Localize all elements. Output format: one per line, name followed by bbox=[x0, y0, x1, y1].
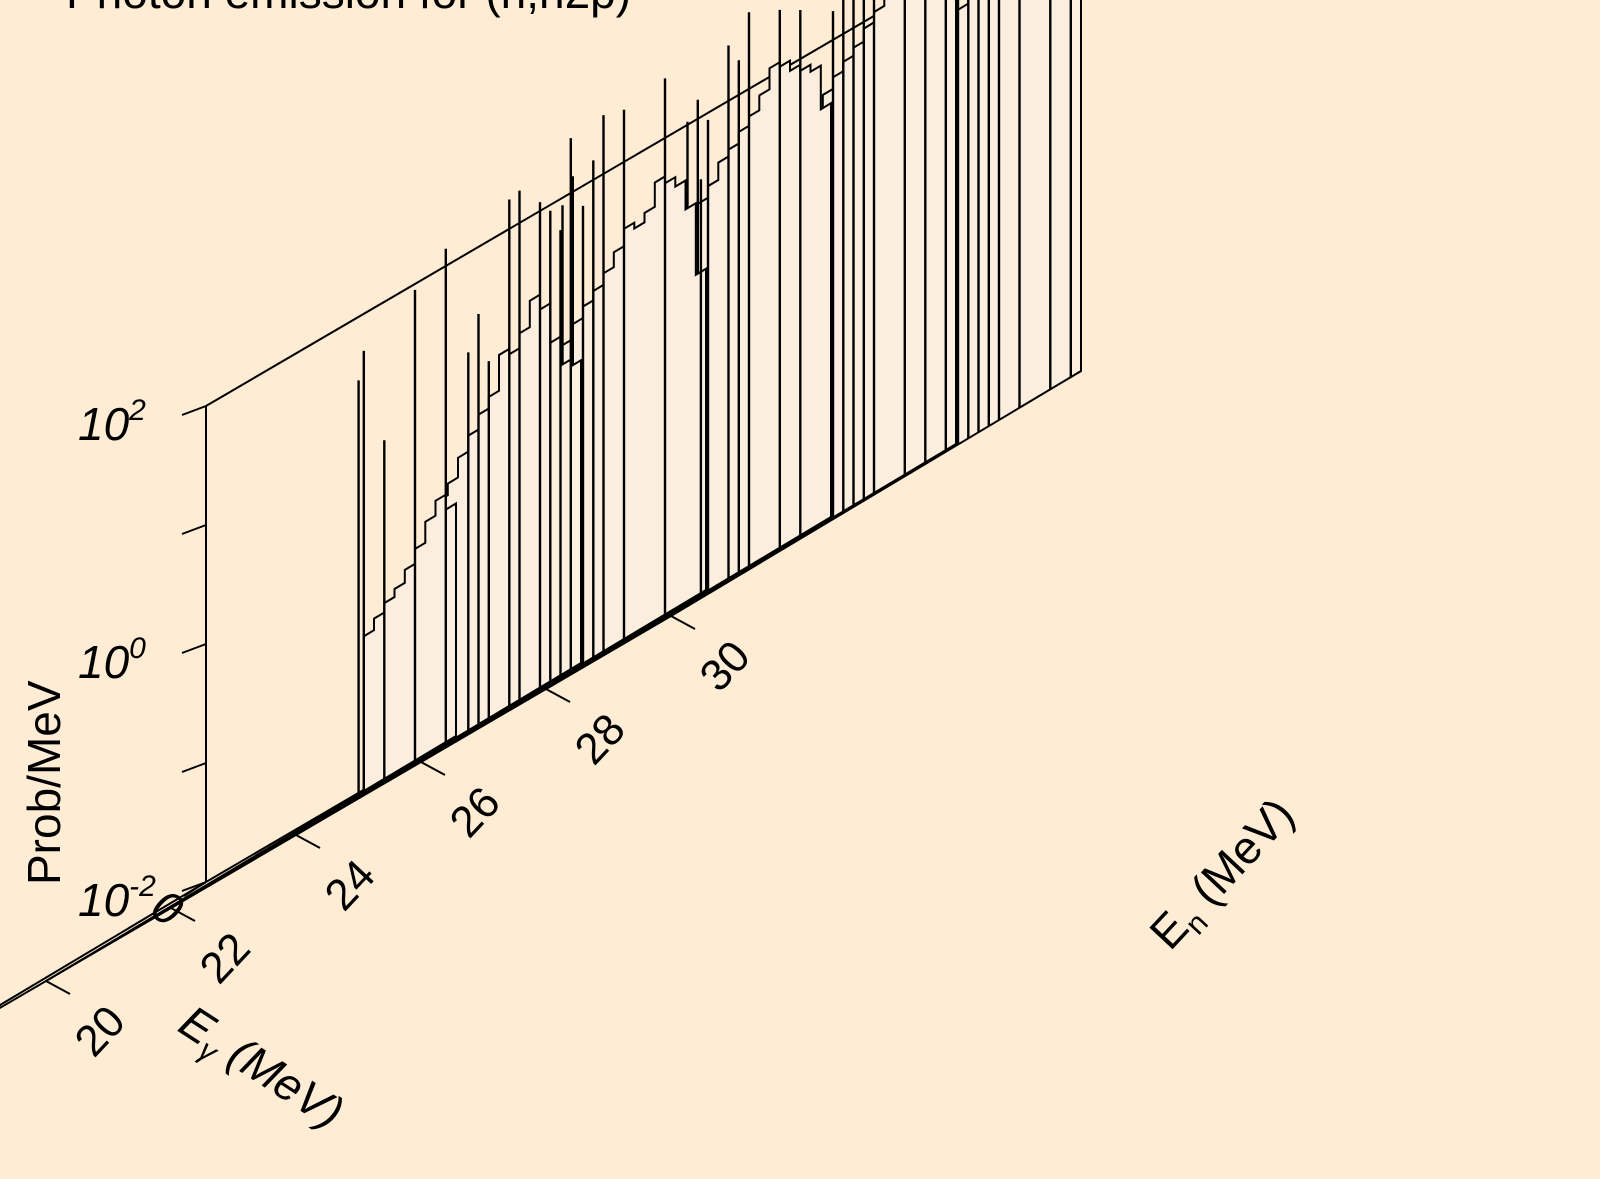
z-axis-label: Prob/MeV bbox=[18, 680, 70, 885]
y-axis-label: En (MeV) bbox=[1139, 788, 1309, 964]
z-minor-tick-mark bbox=[181, 524, 207, 535]
z-minor-tick-mark bbox=[181, 762, 207, 773]
y-tick-label: 30 bbox=[690, 632, 759, 701]
chart-title: Photon emission for (n,n2p) bbox=[66, 0, 631, 18]
z-tick-label: 102 bbox=[78, 394, 146, 450]
continuum-en-20 bbox=[45, 492, 457, 982]
z-tick-label: 10-2 bbox=[78, 870, 156, 926]
y-tick-label: 26 bbox=[440, 778, 509, 847]
y-tick-mark bbox=[45, 980, 71, 995]
z-tick-mark bbox=[181, 405, 207, 416]
y-tick-mark bbox=[420, 761, 446, 776]
z-tick-label: 100 bbox=[78, 632, 146, 688]
y-tick-mark bbox=[295, 834, 321, 849]
y-tick-mark bbox=[670, 615, 696, 630]
series-en-22 bbox=[170, 138, 582, 909]
y-tick-label: 20 bbox=[65, 997, 134, 1066]
y-tick-label: 18 bbox=[0, 1070, 10, 1139]
x-axis-label: Eγ (MeV) bbox=[167, 995, 353, 1145]
plot-area bbox=[45, 0, 1082, 982]
x-tick-mark bbox=[183, 881, 207, 897]
y-tick-mark bbox=[545, 688, 571, 703]
y-tick-label: 24 bbox=[315, 851, 384, 920]
y-tick-label: 22 bbox=[190, 924, 259, 993]
y-tick-mark bbox=[170, 907, 196, 922]
y-tick-label: 28 bbox=[565, 705, 634, 774]
frame-top-edge bbox=[205, 0, 904, 407]
z-tick-mark bbox=[181, 643, 207, 654]
series-en-20 bbox=[45, 248, 457, 982]
